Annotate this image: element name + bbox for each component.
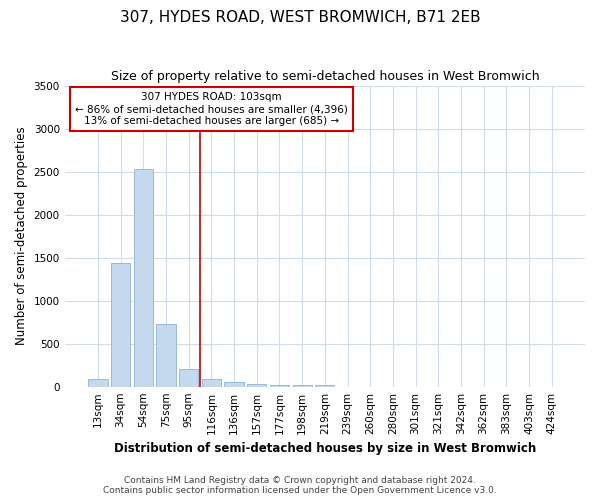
Bar <box>88 379 107 386</box>
Bar <box>111 263 130 386</box>
Bar <box>224 382 244 386</box>
Bar <box>247 384 266 386</box>
Bar <box>179 370 199 386</box>
Bar <box>315 384 334 386</box>
Title: Size of property relative to semi-detached houses in West Bromwich: Size of property relative to semi-detach… <box>110 70 539 83</box>
Bar <box>270 384 289 386</box>
Bar <box>157 324 176 386</box>
Y-axis label: Number of semi-detached properties: Number of semi-detached properties <box>15 127 28 346</box>
Bar <box>293 384 312 386</box>
X-axis label: Distribution of semi-detached houses by size in West Bromwich: Distribution of semi-detached houses by … <box>114 442 536 455</box>
Bar <box>202 379 221 386</box>
Text: Contains HM Land Registry data © Crown copyright and database right 2024.
Contai: Contains HM Land Registry data © Crown c… <box>103 476 497 495</box>
Text: 307, HYDES ROAD, WEST BROMWICH, B71 2EB: 307, HYDES ROAD, WEST BROMWICH, B71 2EB <box>119 10 481 25</box>
Text: 307 HYDES ROAD: 103sqm
← 86% of semi-detached houses are smaller (4,396)
13% of : 307 HYDES ROAD: 103sqm ← 86% of semi-det… <box>75 92 348 126</box>
Bar <box>134 169 153 386</box>
